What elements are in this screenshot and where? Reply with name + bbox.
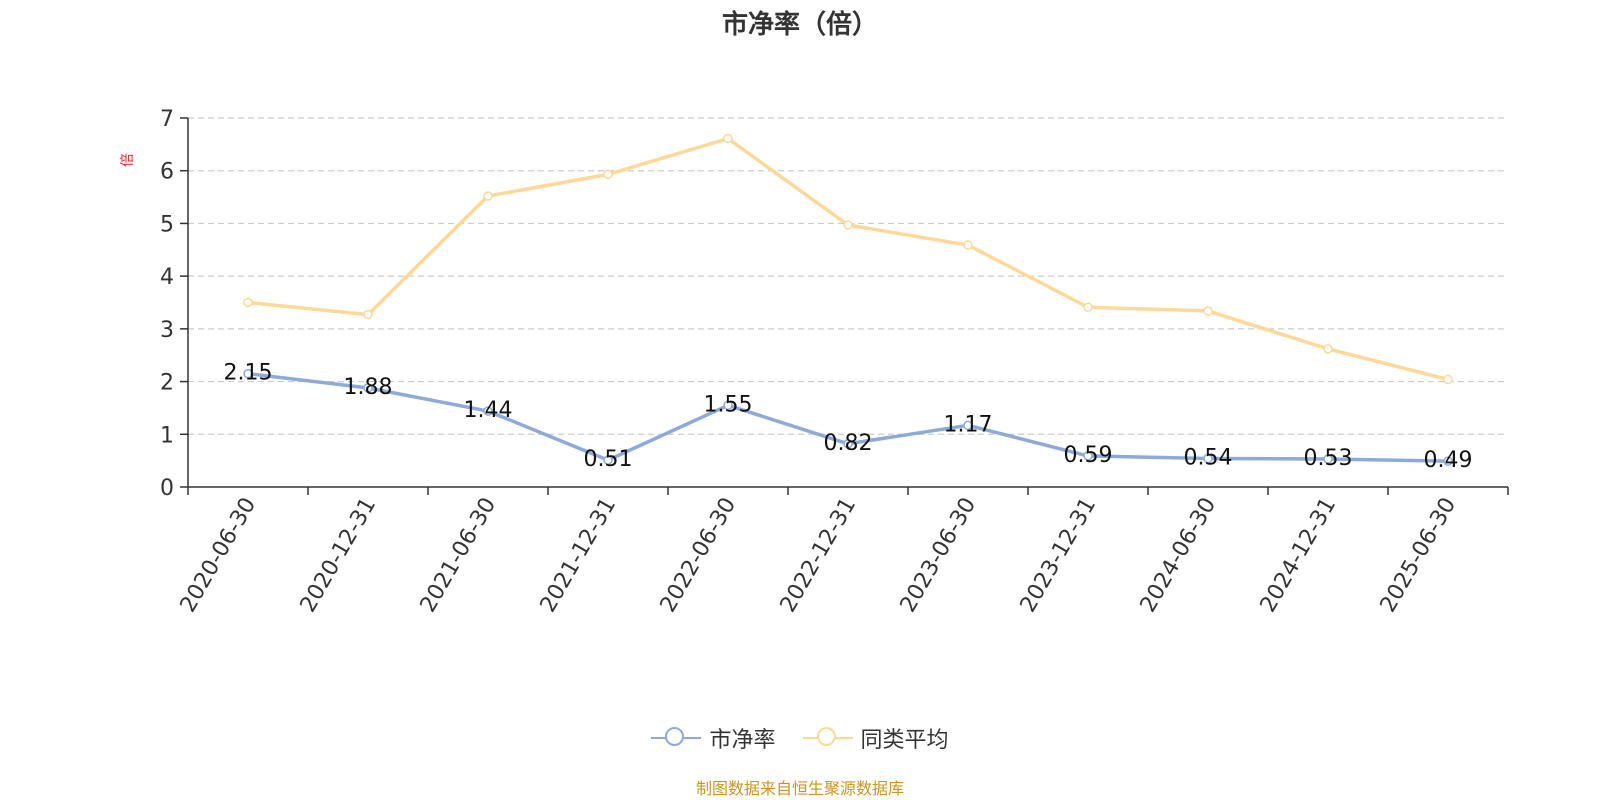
y-tick-label: 6 xyxy=(160,160,174,185)
data-label: 1.88 xyxy=(344,375,393,400)
data-label: 0.49 xyxy=(1424,448,1473,473)
legend-swatch-peer-average xyxy=(802,727,853,749)
data-point xyxy=(1323,344,1333,354)
x-tick-label: 2021-12-31 xyxy=(536,494,622,617)
x-tick-label: 2021-06-30 xyxy=(416,494,502,617)
y-tick-label: 7 xyxy=(160,107,174,132)
x-tick-label: 2024-12-31 xyxy=(1256,494,1342,617)
y-tick-label: 1 xyxy=(160,423,174,448)
x-tick-label: 2022-06-30 xyxy=(656,494,742,617)
y-tick-label: 3 xyxy=(160,318,174,343)
data-label: 0.51 xyxy=(584,447,633,472)
legend-item-peer-average[interactable]: 同类平均 xyxy=(802,722,949,754)
data-point xyxy=(483,191,493,201)
y-tick-label: 2 xyxy=(160,371,174,396)
legend-label-peer-average: 同类平均 xyxy=(860,728,949,753)
legend-label-pb: 市净率 xyxy=(709,728,776,753)
data-point xyxy=(963,240,973,250)
series-line-1 xyxy=(247,136,1449,382)
data-point xyxy=(843,439,853,449)
x-tick-label: 2020-06-30 xyxy=(176,494,262,617)
data-point xyxy=(483,406,493,416)
data-label: 2.15 xyxy=(224,361,273,386)
x-tick-label: 2022-12-31 xyxy=(776,494,862,617)
data-point xyxy=(723,133,733,144)
data-point xyxy=(1203,306,1213,316)
chart-title: 市净率（倍） xyxy=(721,10,878,40)
data-point xyxy=(1083,451,1093,461)
legend-swatch-pb xyxy=(651,727,702,749)
data-point xyxy=(1083,302,1093,312)
data-label: 0.59 xyxy=(1064,443,1113,468)
data-label: 0.53 xyxy=(1304,446,1353,471)
data-source-note: 制图数据来自恒生聚源数据库 xyxy=(695,779,904,798)
y-tick-label: 4 xyxy=(160,265,174,290)
legend-item-pb[interactable]: 市净率 xyxy=(651,722,776,754)
data-point xyxy=(1203,453,1213,464)
data-label: 1.44 xyxy=(464,398,513,423)
data-point xyxy=(603,169,613,180)
data-point xyxy=(363,383,373,393)
data-point xyxy=(843,220,853,230)
data-point xyxy=(363,309,373,320)
data-point xyxy=(603,455,613,465)
y-tick-label: 5 xyxy=(160,212,174,237)
data-label: 0.54 xyxy=(1184,446,1233,471)
data-label: 1.17 xyxy=(944,412,993,437)
y-tick-label: 0 xyxy=(160,476,174,501)
data-point xyxy=(1443,456,1453,466)
x-tick-label: 2024-06-30 xyxy=(1136,494,1222,617)
data-point xyxy=(243,368,253,379)
data-point xyxy=(1323,454,1333,464)
x-tick-label: 2023-06-30 xyxy=(896,494,982,617)
legend: 市净率 同类平均 xyxy=(0,722,1600,755)
data-point xyxy=(243,297,253,308)
data-point xyxy=(723,400,733,411)
x-tick-label: 2025-06-30 xyxy=(1376,494,1462,617)
data-label: 1.55 xyxy=(704,392,753,417)
data-point xyxy=(1443,374,1453,385)
x-tick-label: 2023-12-31 xyxy=(1016,494,1102,617)
data-label: 0.82 xyxy=(824,431,873,456)
x-tick-label: 2020-12-31 xyxy=(296,494,382,617)
data-point xyxy=(963,420,973,431)
